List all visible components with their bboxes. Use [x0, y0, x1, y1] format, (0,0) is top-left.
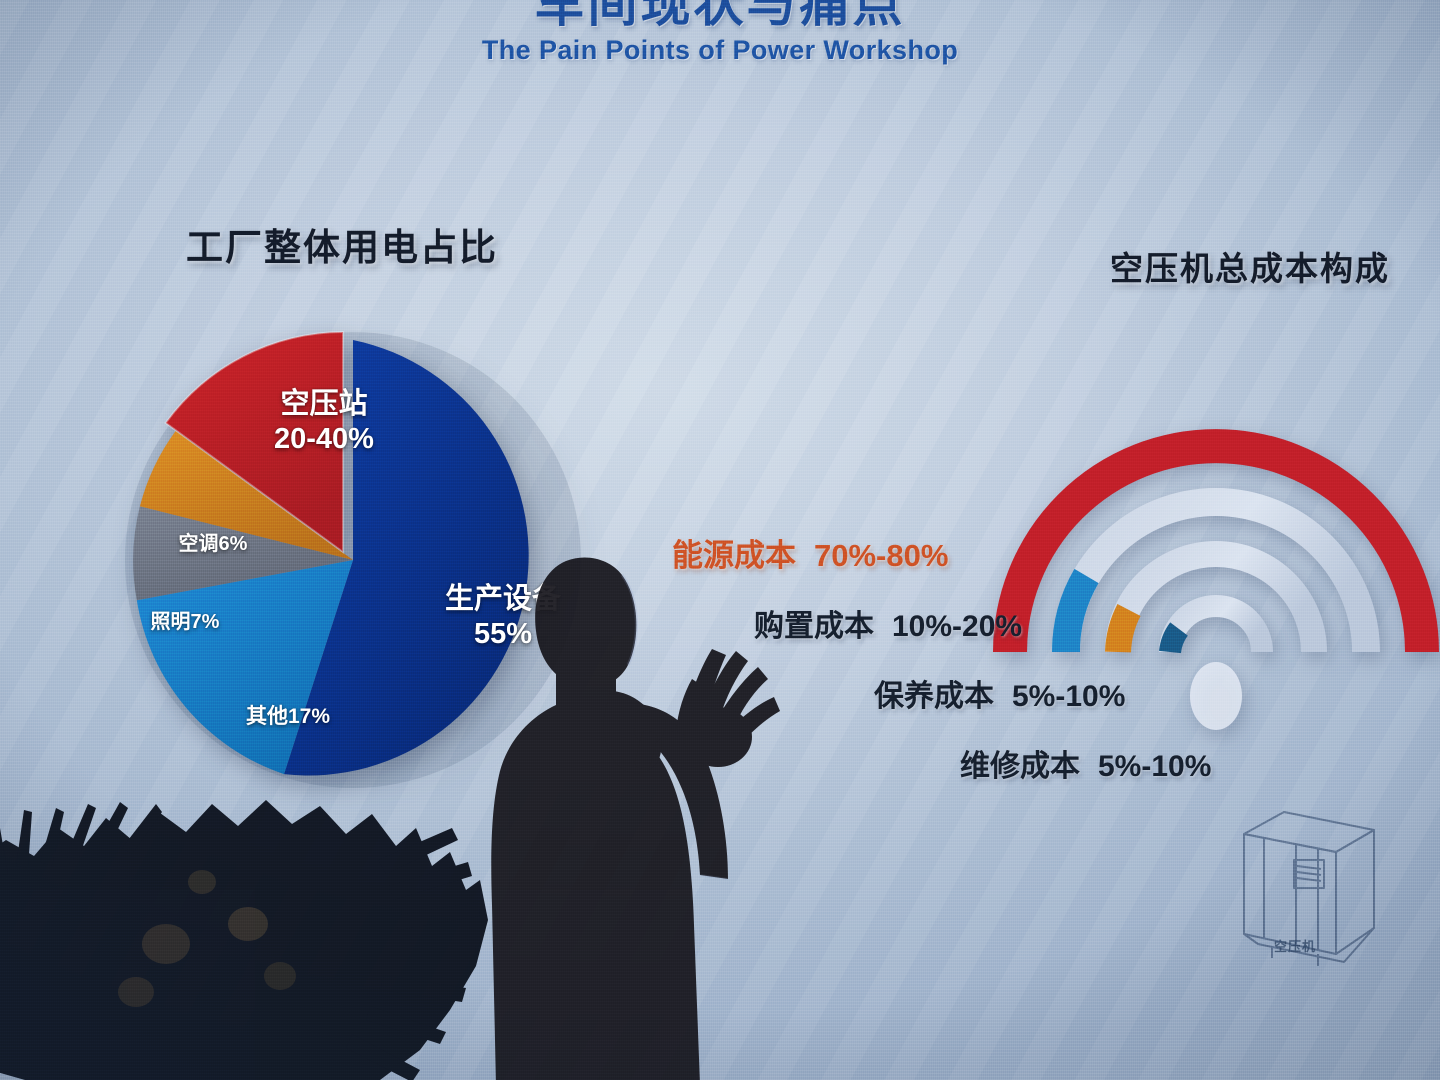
cost-row-energy: 能源成本 70%-80% — [672, 530, 1211, 575]
cost-value-upkeep: 5%-10% — [1012, 680, 1126, 713]
foreground-flower-arrangement — [0, 770, 500, 1080]
cost-value-energy: 70%-80% — [814, 538, 949, 573]
arc-segment-purchase-cost — [1051, 568, 1099, 653]
cost-breakdown-list: 能源成本 70%-80% 购置成本 10%-20% 保养成本 5%-10% 维修成本 5… — [672, 530, 1211, 785]
cost-chart-title: 空压机总成本构成 — [1110, 250, 1390, 287]
cost-label-purchase: 购置成本 — [754, 610, 874, 643]
cost-value-purchase: 10%-20% — [892, 610, 1023, 643]
cost-label-repair: 维修成本 — [960, 750, 1080, 783]
cost-row-upkeep: 保养成本 5%-10% — [874, 671, 1211, 715]
pie-slice-other — [136, 560, 353, 775]
compressor-icon-caption: 空压机 — [1273, 939, 1316, 954]
presenter-silhouette — [470, 545, 790, 1080]
arc-segment-repair-cost — [1159, 622, 1189, 654]
pie-slice-lighting — [133, 506, 353, 601]
arc-track-3 — [1105, 541, 1327, 653]
cost-row-purchase: 购置成本 10%-20% — [754, 601, 1211, 645]
page-title-cn: 车间现状与痛点 — [534, 0, 906, 32]
arc-center-node — [1190, 662, 1242, 730]
headline-block: 车间现状与痛点 The Pain Points of Power Worksho… — [0, 0, 1440, 66]
compressor-cost-arc-graphic — [988, 330, 1440, 760]
cost-label-energy: 能源成本 — [672, 538, 796, 573]
arc-segment-upkeep-cost — [1105, 604, 1141, 653]
cost-value-repair: 5%-10% — [1098, 750, 1212, 783]
pie-slice-production-equipment — [284, 340, 529, 776]
cost-label-upkeep: 保养成本 — [874, 680, 994, 713]
pie-chart-title: 工厂整体用电占比 — [186, 227, 498, 268]
cost-row-repair: 维修成本 5%-10% — [960, 741, 1211, 785]
pie-slice-air-conditioning — [139, 430, 353, 560]
arc-segment-energy-cost — [993, 429, 1439, 653]
air-compressor-cabinet-icon — [1218, 786, 1398, 981]
page-subtitle-en: The Pain Points of Power Workshop — [481, 34, 959, 65]
pie-slice-air-compressor-station — [164, 330, 344, 554]
